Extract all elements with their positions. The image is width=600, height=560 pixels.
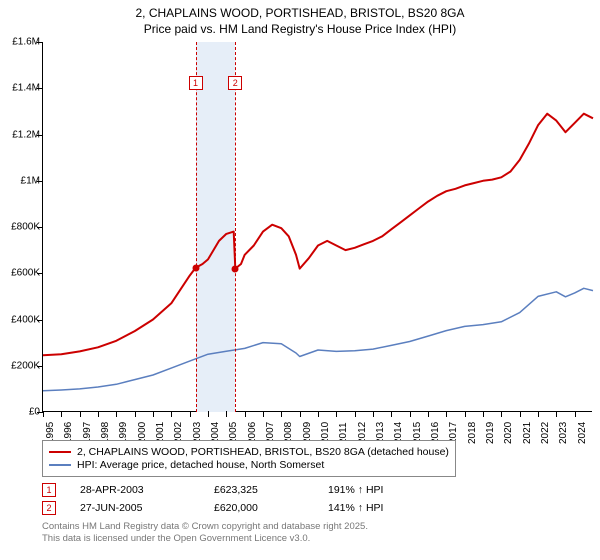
xtick [556, 411, 557, 417]
ytick-label: £400K [11, 314, 40, 325]
xtick [80, 411, 81, 417]
transaction-rows: 1 28-APR-2003 £623,325 191% ↑ HPI 2 27-J… [42, 483, 592, 515]
transaction-price: £623,325 [214, 484, 304, 496]
xtick [263, 411, 264, 417]
title-block: 2, CHAPLAINS WOOD, PORTISHEAD, BRISTOL, … [0, 0, 600, 41]
xtick [446, 411, 447, 417]
legend-row: HPI: Average price, detached house, Nort… [49, 459, 449, 471]
xtick [208, 411, 209, 417]
ytick-label: £600K [11, 268, 40, 279]
title-line-1: 2, CHAPLAINS WOOD, PORTISHEAD, BRISTOL, … [0, 6, 600, 22]
xtick [171, 411, 172, 417]
xtick [520, 411, 521, 417]
xtick [281, 411, 282, 417]
xtick [575, 411, 576, 417]
footnote-line-1: Contains HM Land Registry data © Crown c… [42, 521, 592, 533]
chart-area: 12 1995199619971998199920002001200220032… [42, 42, 592, 412]
xtick [465, 411, 466, 417]
legend-label-0: 2, CHAPLAINS WOOD, PORTISHEAD, BRISTOL, … [77, 446, 449, 458]
transaction-price: £620,000 [214, 502, 304, 514]
series-marker [232, 265, 239, 272]
xtick [483, 411, 484, 417]
xtick [135, 411, 136, 417]
series-svg [43, 42, 593, 412]
plot: 12 [42, 42, 592, 412]
legend-swatch-1 [49, 464, 71, 466]
xtick [116, 411, 117, 417]
xtick [373, 411, 374, 417]
footnote: Contains HM Land Registry data © Crown c… [42, 521, 592, 546]
xtick [391, 411, 392, 417]
xtick [410, 411, 411, 417]
xtick [98, 411, 99, 417]
flag-icon: 1 [42, 483, 56, 497]
transaction-delta: 141% ↑ HPI [328, 502, 428, 514]
xtick [153, 411, 154, 417]
xtick [336, 411, 337, 417]
transaction-row: 2 27-JUN-2005 £620,000 141% ↑ HPI [42, 501, 592, 515]
series-marker [192, 264, 199, 271]
xtick [300, 411, 301, 417]
series-line [43, 288, 593, 390]
xtick [501, 411, 502, 417]
series-line [43, 114, 593, 356]
xtick [61, 411, 62, 417]
ytick-label: £800K [11, 222, 40, 233]
ytick-label: £200K [11, 360, 40, 371]
ytick-label: £1M [21, 175, 40, 186]
ytick-label: £0 [29, 407, 40, 418]
legend-label-1: HPI: Average price, detached house, Nort… [77, 459, 324, 471]
below-chart: 2, CHAPLAINS WOOD, PORTISHEAD, BRISTOL, … [42, 440, 592, 546]
xtick [355, 411, 356, 417]
xtick [226, 411, 227, 417]
flag-icon: 2 [42, 501, 56, 515]
event-vline [235, 42, 236, 412]
title-line-2: Price paid vs. HM Land Registry's House … [0, 22, 600, 38]
transaction-delta: 191% ↑ HPI [328, 484, 428, 496]
chart-container: 2, CHAPLAINS WOOD, PORTISHEAD, BRISTOL, … [0, 0, 600, 560]
legend-swatch-0 [49, 451, 71, 453]
footnote-line-2: This data is licensed under the Open Gov… [42, 533, 592, 545]
xtick [245, 411, 246, 417]
xtick [318, 411, 319, 417]
xtick [538, 411, 539, 417]
ytick-label: £1.2M [12, 129, 40, 140]
transaction-row: 1 28-APR-2003 £623,325 191% ↑ HPI [42, 483, 592, 497]
xtick [428, 411, 429, 417]
xtick [190, 411, 191, 417]
transaction-date: 27-JUN-2005 [80, 502, 190, 514]
transaction-date: 28-APR-2003 [80, 484, 190, 496]
ytick-label: £1.4M [12, 83, 40, 94]
ytick-label: £1.6M [12, 37, 40, 48]
event-vline [196, 42, 197, 412]
xtick [43, 411, 44, 417]
legend-row: 2, CHAPLAINS WOOD, PORTISHEAD, BRISTOL, … [49, 446, 449, 458]
flag-icon: 1 [189, 76, 203, 90]
flag-icon: 2 [228, 76, 242, 90]
legend: 2, CHAPLAINS WOOD, PORTISHEAD, BRISTOL, … [42, 440, 456, 477]
